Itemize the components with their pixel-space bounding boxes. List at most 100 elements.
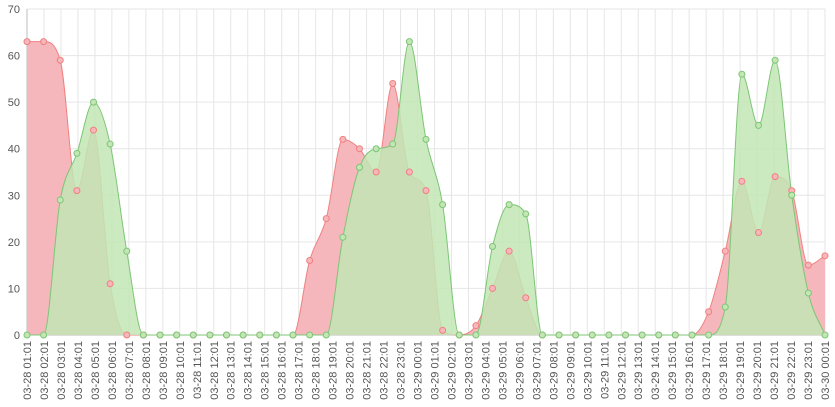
x-tick-label: 03-29 04:01 bbox=[480, 341, 492, 400]
series-2-point bbox=[538, 331, 546, 339]
series-1-point bbox=[821, 252, 829, 260]
series-2-point bbox=[821, 331, 829, 339]
x-tick-label: 03-28 17:01 bbox=[294, 341, 306, 400]
y-tick-label: 60 bbox=[8, 51, 20, 63]
series-2-point bbox=[472, 331, 480, 339]
series-2-point bbox=[90, 98, 97, 106]
x-tick-label: 03-28 21:01 bbox=[362, 341, 374, 400]
x-tick-label: 03-28 04:01 bbox=[73, 341, 85, 400]
x-tick-label: 03-28 23:01 bbox=[396, 341, 408, 400]
series-2-point bbox=[256, 331, 264, 339]
x-tick-label: 03-29 13:01 bbox=[633, 341, 645, 400]
x-tick-label: 03-28 12:01 bbox=[209, 341, 221, 400]
series-1-point bbox=[522, 294, 530, 302]
series-1-point bbox=[389, 80, 397, 88]
series-2-point bbox=[422, 135, 430, 143]
x-tick-label: 03-29 18:01 bbox=[718, 341, 730, 400]
x-tick-label: 03-28 07:01 bbox=[124, 341, 136, 400]
series-1-point bbox=[422, 187, 430, 195]
x-tick-label: 03-29 15:01 bbox=[667, 341, 679, 400]
series-2-point bbox=[588, 331, 596, 339]
series-2-point bbox=[322, 331, 330, 339]
series-2-point bbox=[372, 145, 380, 153]
x-tick-label: 03-29 09:01 bbox=[565, 341, 577, 400]
series-2-point bbox=[455, 331, 463, 339]
x-tick-label: 03-29 10:01 bbox=[582, 341, 594, 400]
chart-data-points bbox=[23, 38, 829, 339]
x-tick-label: 03-28 10:01 bbox=[175, 341, 187, 400]
series-1-point bbox=[439, 326, 447, 334]
series-2-point bbox=[223, 331, 230, 339]
series-2-point bbox=[771, 56, 779, 64]
series-1-point bbox=[23, 38, 31, 46]
series-2-point bbox=[156, 331, 164, 339]
x-tick-label: 03-28 14:01 bbox=[243, 341, 255, 400]
series-2-point bbox=[189, 331, 197, 339]
series-1-point bbox=[705, 308, 713, 316]
x-tick-label: 03-29 05:01 bbox=[497, 341, 509, 400]
series-2-point bbox=[671, 331, 679, 339]
x-tick-label: 03-29 23:01 bbox=[803, 341, 815, 400]
x-tick-label: 03-29 07:01 bbox=[531, 341, 543, 400]
series-2-point bbox=[306, 331, 314, 339]
series-2-point bbox=[139, 331, 147, 339]
x-tick-label: 03-29 20:01 bbox=[752, 341, 764, 400]
series-2-point bbox=[389, 140, 397, 148]
series-2-point bbox=[73, 149, 81, 157]
x-tick-label: 03-28 15:01 bbox=[260, 341, 272, 400]
series-1-point bbox=[40, 38, 48, 46]
series-2-point bbox=[272, 331, 280, 339]
y-tick-label: 10 bbox=[8, 283, 20, 295]
x-tick-label: 03-28 02:01 bbox=[39, 341, 51, 400]
series-2-point bbox=[439, 201, 447, 209]
series-2-point bbox=[40, 331, 48, 339]
series-2-point bbox=[405, 38, 413, 46]
x-tick-label: 03-28 16:01 bbox=[277, 341, 289, 400]
series-1-point bbox=[721, 247, 729, 255]
x-tick-label: 03-29 17:01 bbox=[701, 341, 713, 400]
x-tick-label: 03-28 13:01 bbox=[226, 341, 238, 400]
x-tick-label: 03-28 08:01 bbox=[141, 341, 153, 400]
series-1-point bbox=[73, 187, 81, 195]
series-2-point bbox=[505, 201, 513, 209]
x-tick-label: 03-29 11:01 bbox=[599, 341, 611, 399]
series-1-point bbox=[56, 56, 64, 64]
x-tick-label: 03-30 00:01 bbox=[820, 341, 832, 400]
x-tick-label: 03-28 20:01 bbox=[345, 341, 357, 400]
series-2-point bbox=[206, 331, 214, 339]
series-2-point bbox=[788, 191, 796, 199]
series-1-point bbox=[123, 331, 131, 339]
y-tick-label: 50 bbox=[8, 97, 20, 109]
x-tick-label: 03-29 08:01 bbox=[548, 341, 560, 400]
series-1-point bbox=[489, 284, 496, 292]
y-tick-label: 70 bbox=[8, 4, 20, 16]
x-tick-label: 03-28 19:01 bbox=[328, 341, 340, 400]
x-tick-label: 03-29 06:01 bbox=[514, 341, 526, 400]
series-1-point bbox=[405, 168, 413, 176]
series-2-point bbox=[289, 331, 297, 339]
series-2-point bbox=[239, 331, 247, 339]
x-tick-label: 03-29 02:01 bbox=[446, 341, 458, 400]
series-2-point bbox=[489, 243, 496, 251]
y-tick-label: 40 bbox=[8, 144, 20, 156]
series-2-point bbox=[605, 331, 613, 339]
series-1-point bbox=[90, 126, 97, 134]
x-tick-label: 03-28 11:01 bbox=[192, 341, 204, 399]
series-2-point bbox=[755, 121, 762, 129]
x-tick-label: 03-29 12:01 bbox=[616, 341, 628, 400]
series-2-point bbox=[688, 331, 696, 339]
x-tick-label: 03-29 03:01 bbox=[463, 341, 475, 400]
series-2-point bbox=[123, 247, 131, 255]
series-1-point bbox=[322, 215, 330, 223]
series-2-point bbox=[655, 331, 663, 339]
series-2-point bbox=[572, 331, 580, 339]
x-tick-label: 03-29 22:01 bbox=[786, 341, 798, 400]
x-tick-label: 03-29 01:01 bbox=[429, 341, 441, 400]
series-1-point bbox=[738, 177, 746, 185]
y-tick-label: 0 bbox=[14, 330, 20, 342]
y-tick-label: 30 bbox=[8, 190, 20, 202]
series-1-point bbox=[339, 135, 347, 143]
series-1-point bbox=[472, 322, 480, 330]
x-tick-label: 03-28 03:01 bbox=[56, 341, 68, 400]
